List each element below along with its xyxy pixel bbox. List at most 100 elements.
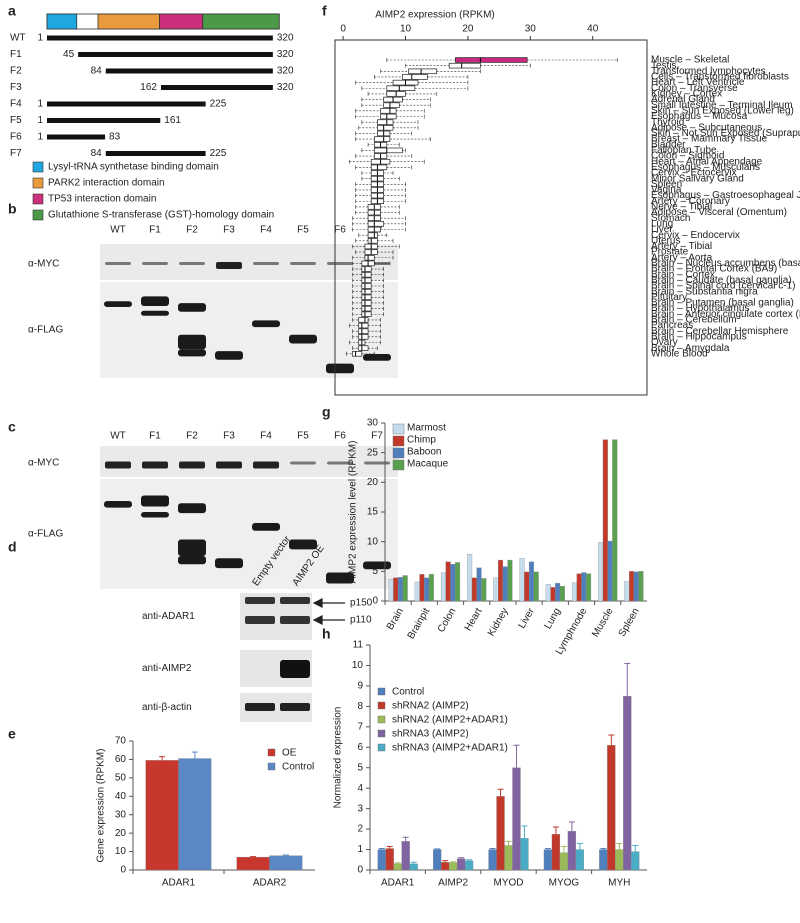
bar xyxy=(236,856,270,871)
category-label: Esophagus – Muscularis xyxy=(651,162,760,173)
band xyxy=(179,262,205,265)
band xyxy=(141,495,169,507)
bar xyxy=(550,587,556,602)
band xyxy=(142,461,168,469)
band xyxy=(141,512,169,518)
bar xyxy=(629,571,635,602)
bar xyxy=(607,540,613,602)
lane-label: F7 xyxy=(371,431,383,442)
category-label: Uterus xyxy=(651,235,680,246)
category-label: Transformed lymphocytes xyxy=(651,66,766,77)
band xyxy=(178,303,206,312)
band xyxy=(280,703,310,711)
legend-label: Marmost xyxy=(407,423,446,434)
box xyxy=(383,102,400,108)
band xyxy=(253,262,279,265)
category-label: Nerve – Tibial xyxy=(651,202,712,213)
legend-swatch xyxy=(377,701,386,710)
band xyxy=(216,262,242,269)
error-bar xyxy=(513,744,520,768)
bar xyxy=(545,584,551,602)
error-bar xyxy=(191,751,198,759)
category-label: Adrenal Gland xyxy=(651,94,715,105)
x-tick-label: ADAR1 xyxy=(381,878,415,889)
category-label: Testis xyxy=(651,60,677,71)
bar xyxy=(433,849,442,871)
category-label: Pituitary xyxy=(651,292,687,303)
band xyxy=(252,523,280,531)
construct-line xyxy=(47,35,273,41)
bar xyxy=(493,577,499,602)
box xyxy=(361,300,372,306)
legend-swatch xyxy=(377,715,386,724)
plot-frame xyxy=(334,39,648,396)
x-tick-label: 30 xyxy=(525,24,537,35)
category-label: Bladder xyxy=(651,139,686,150)
bar xyxy=(456,858,466,871)
bar xyxy=(388,578,394,602)
bar xyxy=(575,849,584,871)
y-tick-label: 25 xyxy=(367,447,379,458)
y-tick-label: 7 xyxy=(357,721,363,732)
error-bar xyxy=(458,857,465,859)
band xyxy=(280,616,310,624)
x-tick-label: 10 xyxy=(400,24,412,35)
band xyxy=(142,262,168,265)
panel-label: f xyxy=(322,3,327,19)
x-tick-label: Brainpit xyxy=(406,606,433,641)
error-bar xyxy=(410,861,417,864)
band xyxy=(326,363,354,374)
domain xyxy=(97,13,160,30)
band xyxy=(289,539,317,550)
construct-name: WT xyxy=(10,33,26,44)
lane-label: F5 xyxy=(297,431,309,442)
band xyxy=(141,310,169,316)
bar xyxy=(598,542,604,602)
error-bar xyxy=(489,848,496,850)
lane-label: F1 xyxy=(149,431,161,442)
legend-swatch xyxy=(377,743,386,752)
bar xyxy=(520,838,529,871)
y-tick-label: 0 xyxy=(357,865,363,876)
band xyxy=(280,660,310,678)
bar xyxy=(393,577,399,602)
legend-swatch xyxy=(267,748,276,757)
category-label: Artery – Tibial xyxy=(651,241,712,252)
construct-line xyxy=(47,118,161,123)
construct-line xyxy=(105,68,273,74)
band xyxy=(290,461,316,465)
lane-label: F6 xyxy=(334,225,346,236)
category-label: Artery – Aorta xyxy=(651,252,713,263)
category-label: Heart – Left Ventricle xyxy=(651,77,745,88)
category-label: Pancreas xyxy=(651,320,693,331)
arrow-head xyxy=(312,598,323,608)
bar xyxy=(496,796,505,871)
box xyxy=(386,85,416,91)
construct-end: 225 xyxy=(210,148,227,159)
box xyxy=(448,62,481,69)
box xyxy=(377,119,394,125)
box xyxy=(358,328,369,334)
bar xyxy=(471,577,477,602)
legend-label: Glutathione S-transferase (GST)-homology… xyxy=(48,210,274,221)
error-bar xyxy=(568,821,575,832)
category-label: Brain – Cortex xyxy=(651,269,715,280)
x-tick-label: Colon xyxy=(436,606,459,634)
box xyxy=(361,305,372,312)
bar xyxy=(559,852,569,871)
error-bar xyxy=(250,856,257,858)
bar xyxy=(498,559,504,602)
bar xyxy=(551,834,561,871)
box xyxy=(380,108,397,114)
error-bar xyxy=(159,756,166,761)
lane-label: F5 xyxy=(297,225,309,236)
legend-swatch xyxy=(267,762,276,771)
domain xyxy=(159,13,204,30)
bar xyxy=(409,863,418,871)
category-label: Small Intestine – Terminal Ileum xyxy=(651,100,793,111)
x-axis-label: AIMP2 expression (RPKM) xyxy=(375,10,494,21)
box xyxy=(361,283,372,289)
error-bar xyxy=(552,826,559,835)
box xyxy=(361,288,372,295)
x-tick-label: MYOG xyxy=(549,878,580,889)
